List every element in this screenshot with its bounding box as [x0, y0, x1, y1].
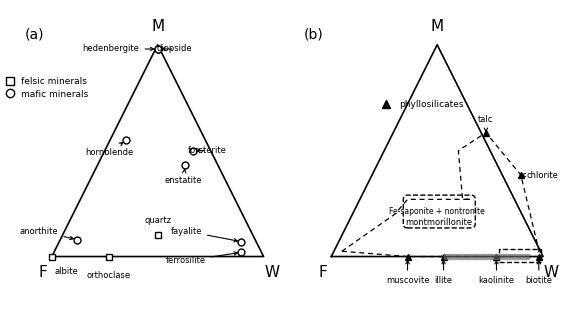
Text: talc: talc	[478, 116, 493, 131]
Text: albite: albite	[55, 267, 79, 276]
Text: fayalite: fayalite	[171, 227, 237, 242]
Text: F: F	[318, 265, 327, 280]
Text: M: M	[151, 19, 164, 34]
Text: M: M	[431, 19, 444, 34]
Text: ferrosilite: ferrosilite	[166, 252, 237, 265]
Legend: felsic minerals, mafic minerals: felsic minerals, mafic minerals	[0, 73, 92, 102]
Text: anorthite: anorthite	[20, 227, 74, 240]
Text: illite: illite	[434, 261, 453, 284]
Text: diopside: diopside	[157, 45, 192, 53]
Text: F: F	[39, 265, 47, 280]
Text: phyllosilicates: phyllosilicates	[399, 100, 464, 109]
Text: forsterite: forsterite	[188, 146, 227, 155]
Text: montmorillonite: montmorillonite	[405, 218, 472, 227]
Text: (a): (a)	[24, 28, 44, 42]
Text: W: W	[265, 265, 280, 280]
Text: hornblende: hornblende	[85, 143, 133, 157]
Text: (b): (b)	[304, 28, 324, 42]
Text: enstatite: enstatite	[164, 170, 202, 185]
Text: hedenbergite: hedenbergite	[83, 45, 153, 53]
Text: muscovite: muscovite	[386, 261, 429, 284]
Text: W: W	[544, 265, 559, 280]
Text: quartz: quartz	[144, 216, 171, 225]
Text: kaolinite: kaolinite	[478, 261, 515, 284]
Text: orthoclase: orthoclase	[87, 271, 131, 280]
Text: Fe-saponite + nontronite: Fe-saponite + nontronite	[389, 207, 485, 216]
Text: chlorite: chlorite	[522, 171, 558, 180]
Text: biotite: biotite	[525, 261, 552, 284]
